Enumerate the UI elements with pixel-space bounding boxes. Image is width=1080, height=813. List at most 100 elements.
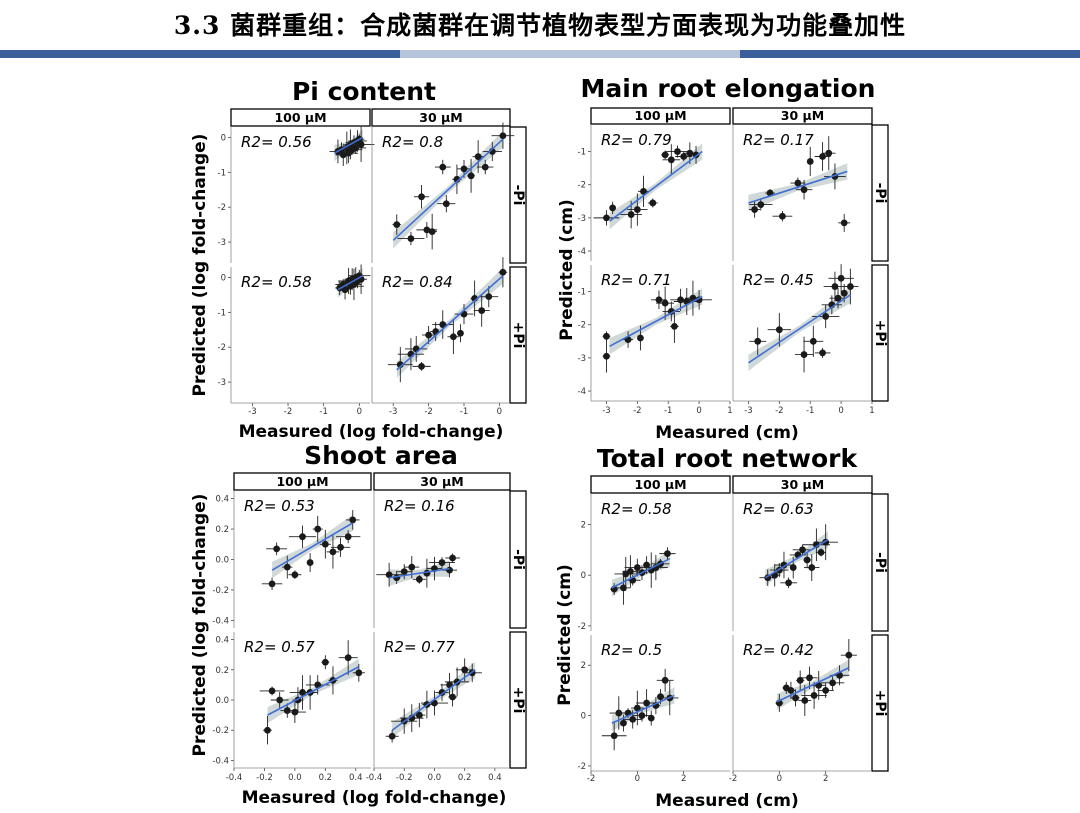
x-tick-label: 0: [696, 406, 701, 416]
data-point: [806, 158, 814, 165]
data-point: [664, 550, 671, 558]
facet-panel: R2= 0.16: [376, 497, 460, 588]
data-point: [306, 559, 314, 566]
data-point: [810, 692, 818, 699]
data-point: [819, 153, 826, 160]
data-point: [840, 219, 848, 227]
data-point: [837, 274, 845, 282]
y-tick-label: 0: [581, 712, 586, 722]
data-point: [640, 187, 647, 195]
facet-column-label: 100 μM: [634, 108, 686, 123]
data-point: [449, 554, 456, 562]
data-point: [425, 331, 433, 339]
y-axis-label: Predicted (cm): [555, 564, 575, 706]
data-point: [801, 697, 809, 704]
y-tick-label: -2: [578, 181, 586, 191]
data-point: [321, 658, 329, 666]
facet-panel: R2= 0.57: [244, 638, 365, 745]
data-point: [671, 322, 678, 330]
data-point: [661, 676, 669, 684]
data-point: [474, 153, 482, 161]
regression-line: [609, 295, 703, 347]
y-tick-label: -0.2: [212, 586, 229, 596]
data-point: [393, 221, 401, 229]
data-point: [775, 326, 783, 334]
data-point: [800, 186, 808, 194]
data-point: [396, 361, 404, 369]
data-point: [831, 283, 839, 290]
x-tick-label: -1: [460, 407, 468, 417]
data-point: [283, 707, 291, 714]
data-point: [276, 696, 284, 704]
x-tick-label: 0: [497, 407, 502, 417]
data-point: [357, 141, 365, 148]
x-tick-label: 0: [777, 774, 782, 784]
data-point: [680, 153, 688, 160]
facet-column-label: 30 μM: [419, 110, 462, 125]
data-point: [626, 567, 634, 575]
data-point: [485, 293, 493, 301]
data-point: [388, 732, 396, 740]
slide-title: 3.3 菌群重组：合成菌群在调节植物表型方面表现为功能叠加性: [173, 11, 907, 40]
r-squared-label: R2= 0.58: [601, 500, 672, 518]
facet-column-strip: [732, 107, 873, 125]
r-squared-label: R2= 0.16: [384, 497, 455, 515]
data-point: [460, 165, 468, 173]
y-tick-label: 0: [221, 273, 226, 283]
data-point: [337, 543, 344, 551]
x-tick-label: -2: [424, 407, 432, 417]
data-point: [637, 334, 644, 342]
regression-line: [388, 567, 450, 579]
data-point: [822, 687, 830, 694]
data-point: [344, 533, 352, 541]
y-tick-label: 0.4: [215, 636, 229, 646]
x-tick-label: -2: [587, 774, 595, 784]
facet-row-label: -Pi: [510, 185, 526, 206]
data-point: [757, 201, 765, 209]
facet-row-strip: [871, 124, 889, 262]
r-squared-label: R2= 0.57: [244, 638, 315, 656]
facet-row-label: +Pi: [872, 690, 888, 717]
facet-column-label: 30 μM: [781, 108, 824, 123]
data-point: [499, 132, 507, 140]
x-tick-label: 0: [635, 774, 640, 784]
x-tick-label: -2: [284, 407, 292, 417]
x-tick-label: -1: [806, 406, 814, 416]
data-point: [674, 148, 681, 155]
r-squared-label: R2= 0.84: [382, 273, 453, 291]
regression-line: [611, 557, 671, 589]
data-point: [314, 525, 322, 533]
r-squared-label: R2= 0.71: [601, 271, 672, 289]
y-tick-label: -3: [578, 354, 586, 364]
y-tick-label: 2: [581, 520, 586, 530]
data-point: [633, 564, 641, 571]
data-point: [809, 337, 817, 345]
facet-column-strip: [732, 475, 873, 494]
x-tick-label: -2: [633, 406, 641, 416]
facet-column-strip: [233, 472, 372, 491]
chart-1: Pi content 100 μM 30 μM -Pi +Pi 0 0 -1 -1 -2 -2 -3 -…: [190, 77, 527, 442]
chart-2: Main root elongation 100 μM 30 μM -Pi +Pi -1 -…: [557, 74, 889, 443]
data-point: [299, 689, 306, 696]
data-point: [819, 349, 826, 357]
facet-row-label: -Pi: [872, 552, 888, 573]
regression-line: [392, 138, 504, 241]
data-point: [415, 711, 423, 719]
facet-panel: R2= 0.5: [601, 641, 679, 751]
x-axis-label: Measured (cm): [655, 423, 798, 443]
data-point: [349, 516, 357, 524]
x-tick-label: -2: [775, 406, 783, 416]
data-point: [418, 362, 425, 370]
r-squared-label: R2= 0.58: [241, 273, 312, 291]
facet-panel: R2= 0.77: [384, 638, 482, 743]
y-tick-label: 0.4: [215, 495, 229, 505]
x-tick-label: 0.4: [488, 773, 502, 783]
data-point: [449, 333, 457, 341]
data-point: [633, 206, 641, 213]
data-point: [629, 715, 637, 723]
data-point: [478, 307, 486, 314]
data-point: [638, 712, 646, 719]
data-point: [655, 296, 663, 304]
data-point: [268, 580, 276, 588]
